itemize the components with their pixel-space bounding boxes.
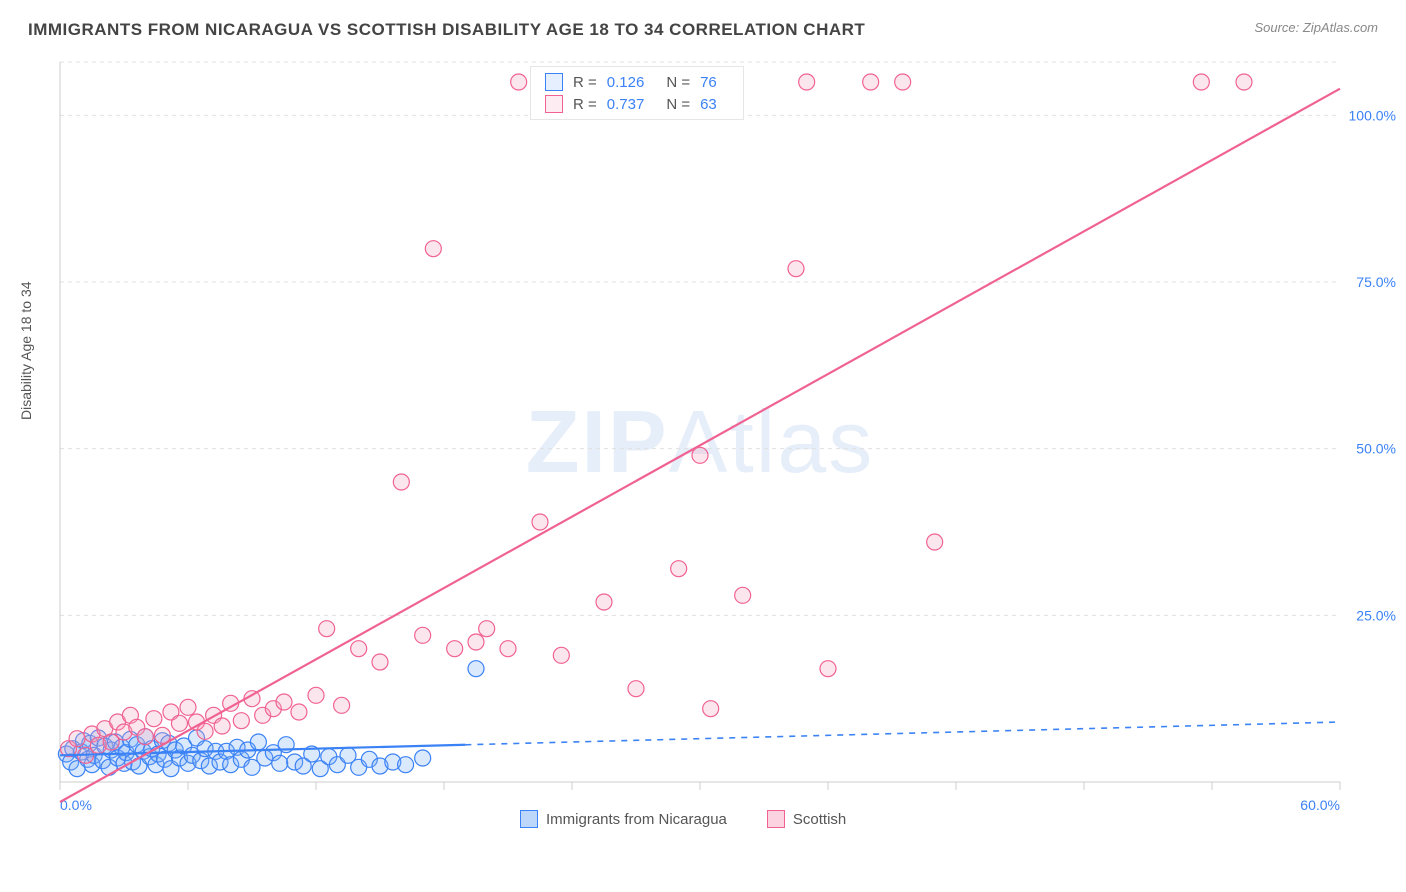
scatter-point — [799, 74, 815, 90]
scatter-point — [895, 74, 911, 90]
scatter-point — [146, 711, 162, 727]
scatter-point — [628, 681, 644, 697]
y-axis-label: Disability Age 18 to 34 — [18, 281, 34, 420]
legend-r-value: 0.737 — [607, 96, 645, 113]
scatter-point — [596, 594, 612, 610]
legend-n-label: N = — [666, 74, 690, 91]
scatter-point — [703, 701, 719, 717]
scatter-point — [425, 241, 441, 257]
series-legend-label: Scottish — [793, 811, 846, 828]
scatter-point — [1193, 74, 1209, 90]
trend-line — [60, 89, 1340, 802]
scatter-point — [233, 713, 249, 729]
scatter-point — [291, 704, 307, 720]
chart-title: IMMIGRANTS FROM NICARAGUA VS SCOTTISH DI… — [28, 20, 865, 40]
y-tick-label: 25.0% — [1356, 607, 1396, 623]
scatter-point — [171, 715, 187, 731]
legend-n-value: 76 — [700, 74, 717, 91]
legend-swatch — [545, 73, 563, 91]
scatter-point — [468, 661, 484, 677]
legend-swatch — [767, 810, 785, 828]
scatter-point — [511, 74, 527, 90]
scatter-point — [308, 687, 324, 703]
scatter-point — [863, 74, 879, 90]
chart-plot-area: ZIPAtlas R = 0.126N = 76R = 0.737N = 63 … — [60, 62, 1340, 822]
scatter-point — [398, 757, 414, 773]
scatter-point — [447, 641, 463, 657]
scatter-point — [393, 474, 409, 490]
y-tick-label: 100.0% — [1349, 107, 1396, 123]
series-legend-item: Scottish — [767, 810, 846, 828]
scatter-point — [820, 661, 836, 677]
source-attribution: Source: ZipAtlas.com — [1254, 20, 1378, 35]
scatter-point — [272, 755, 288, 771]
scatter-point — [735, 587, 751, 603]
scatter-point — [334, 697, 350, 713]
scatter-point — [197, 723, 213, 739]
legend-swatch — [545, 95, 563, 113]
legend-n-value: 63 — [700, 96, 717, 113]
scatter-point — [415, 750, 431, 766]
scatter-point — [319, 621, 335, 637]
scatter-point — [250, 734, 266, 750]
scatter-point — [137, 729, 153, 745]
scatter-point — [69, 731, 85, 747]
scatter-point — [1236, 74, 1252, 90]
scatter-point — [479, 621, 495, 637]
scatter-point — [180, 699, 196, 715]
scatter-point — [532, 514, 548, 530]
scatter-point — [372, 654, 388, 670]
series-legend-label: Immigrants from Nicaragua — [546, 811, 727, 828]
scatter-plot-svg: 25.0%50.0%75.0%100.0%0.0%60.0% — [60, 62, 1340, 822]
scatter-point — [415, 627, 431, 643]
legend-r-label: R = — [573, 96, 597, 113]
legend-row: R = 0.126 N = 76 — [545, 73, 729, 91]
scatter-point — [788, 261, 804, 277]
scatter-point — [351, 641, 367, 657]
legend-swatch — [520, 810, 538, 828]
series-legend-item: Immigrants from Nicaragua — [520, 810, 727, 828]
legend-r-label: R = — [573, 74, 597, 91]
scatter-point — [468, 634, 484, 650]
scatter-point — [692, 447, 708, 463]
y-tick-label: 75.0% — [1356, 274, 1396, 290]
legend-r-value: 0.126 — [607, 74, 645, 91]
legend-row: R = 0.737 N = 63 — [545, 95, 729, 113]
scatter-point — [214, 718, 230, 734]
scatter-point — [927, 534, 943, 550]
trend-line-dashed — [465, 722, 1340, 745]
legend-n-label: N = — [666, 96, 690, 113]
scatter-point — [671, 561, 687, 577]
scatter-point — [276, 694, 292, 710]
scatter-point — [553, 647, 569, 663]
series-legend: Immigrants from Nicaragua Scottish — [520, 810, 846, 828]
scatter-point — [500, 641, 516, 657]
correlation-legend: R = 0.126 N = 76 R = 0.737 N = 63 — [530, 66, 744, 120]
x-tick-label: 60.0% — [1300, 797, 1340, 813]
y-tick-label: 50.0% — [1356, 441, 1396, 457]
